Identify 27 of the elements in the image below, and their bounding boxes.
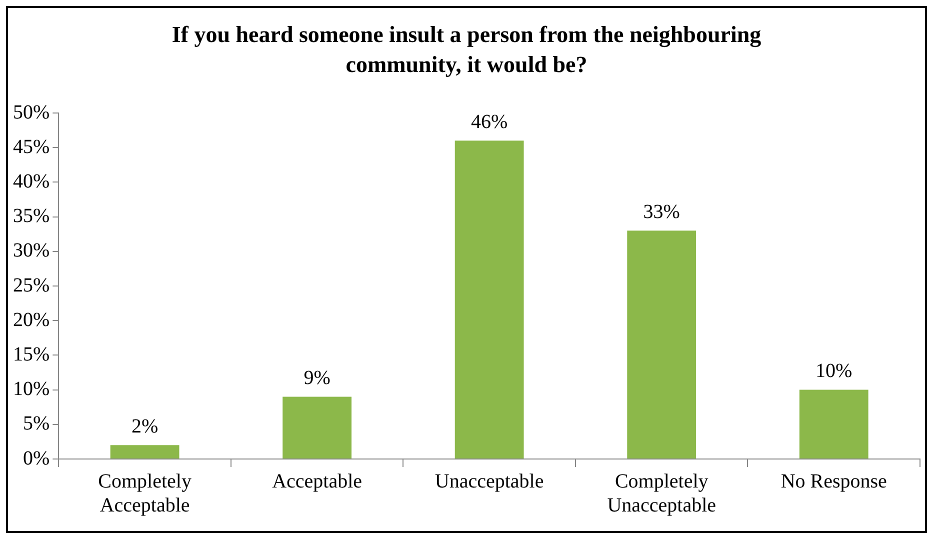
data-label: 2% [131, 415, 158, 438]
y-tick-label: 0% [22, 447, 50, 470]
bar [282, 396, 352, 458]
bar [110, 445, 180, 458]
data-label: 10% [816, 360, 852, 382]
x-tick-label: Acceptable [272, 470, 362, 492]
bar [799, 390, 868, 458]
data-label: 9% [304, 366, 330, 389]
y-tick-label: 35% [12, 205, 50, 228]
y-tick-label: 30% [12, 240, 50, 262]
y-tick-label: 10% [12, 378, 50, 400]
y-tick-label: 45% [12, 136, 50, 158]
y-tick-label: 25% [12, 274, 50, 296]
data-label: 33% [643, 200, 680, 223]
y-tick-label: 50% [12, 101, 50, 124]
bar [454, 140, 524, 458]
chart-title: If you heard someone insult a person from the neighbouring community, it would be? [170, 21, 762, 79]
y-tick-label: 15% [12, 343, 50, 366]
x-tick-label: Completely Acceptable [98, 470, 192, 516]
y-tick-label: 20% [12, 308, 50, 331]
bar [627, 230, 696, 458]
y-tick-label: 40% [12, 170, 50, 192]
x-tick-label: Unacceptable [434, 470, 544, 492]
data-label: 46% [470, 110, 508, 133]
x-tick-label: Completely Unacceptable [607, 470, 716, 516]
x-tick-label: No Response [780, 470, 888, 492]
y-tick-label: 5% [22, 412, 50, 435]
